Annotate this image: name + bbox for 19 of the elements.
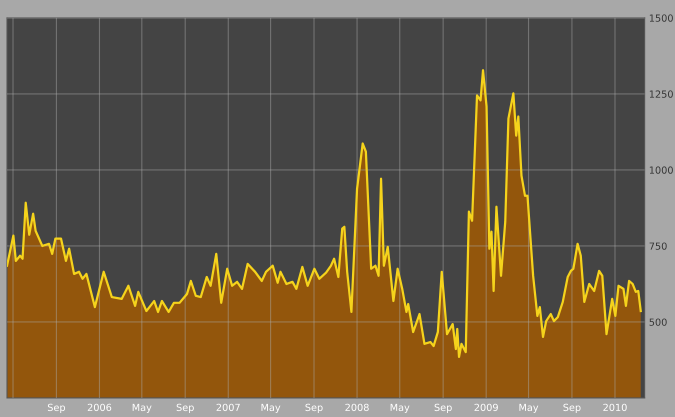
x-tick-label: May	[262, 404, 280, 413]
x-tick-label: 2009	[474, 404, 498, 412]
x-tick-label: Sep	[305, 404, 323, 413]
y-tick-label: 750	[650, 242, 667, 250]
y-tick-label: 1000	[650, 166, 673, 174]
x-tick-label: May	[390, 404, 410, 413]
x-tick-label: Sep	[176, 404, 194, 413]
x-tick-label: 2007	[216, 404, 240, 412]
y-tick-label: 500	[650, 318, 667, 326]
x-tick-label: Sep	[563, 404, 581, 413]
x-tick-label: Sep	[48, 404, 66, 413]
x-tick-label: 2008	[345, 404, 369, 412]
x-tick-label: Sep	[434, 404, 452, 413]
y-tick-label: 1500	[650, 14, 673, 22]
y-tick-label: 1250	[650, 90, 673, 98]
x-tick-label: 2010	[603, 404, 627, 412]
x-tick-label: May	[132, 404, 152, 413]
x-tick-label: 2006	[88, 404, 112, 412]
x-tick-label: May	[519, 404, 538, 413]
